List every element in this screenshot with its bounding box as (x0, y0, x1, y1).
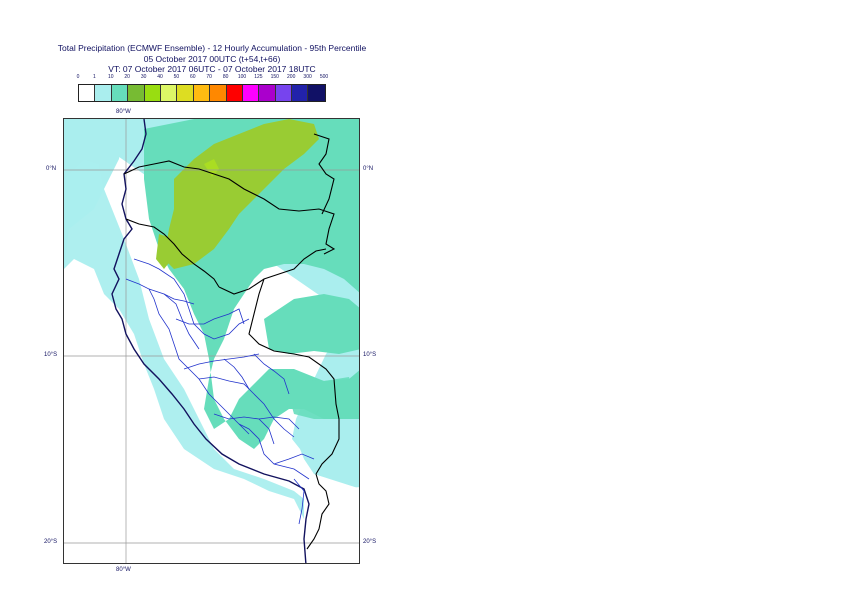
legend-swatch (177, 85, 194, 101)
legend-swatch (111, 85, 129, 101)
legend-tick-label: 300 (303, 74, 312, 80)
border-peru-bolivia (306, 473, 330, 550)
lat-label-20s-right: 20°S (363, 539, 377, 545)
map-panel (63, 118, 360, 564)
legend-swatch (144, 85, 161, 101)
legend-swatch (79, 85, 96, 101)
legend-tick-label: 500 (319, 74, 329, 80)
lat-label-20s-left: 20°S (44, 539, 58, 545)
dry-se-patch (309, 487, 359, 563)
legend-tick-label: 200 (287, 74, 296, 80)
legend-tick-label: 40 (157, 74, 163, 80)
legend-swatch (210, 85, 227, 101)
border-brazil-colombia (313, 133, 335, 215)
precip-medium-south (264, 294, 359, 354)
border-peru-colombia (218, 248, 327, 295)
border-ecuador-peru (125, 218, 220, 288)
legend-labels: 0 1 10 20 30 40 50 60 70 80 100 125 150 200 300 500 (70, 74, 360, 84)
precip-olive-west (156, 234, 174, 269)
lat-label-10s-left: 10°S (44, 352, 58, 358)
legend-swatch (128, 85, 145, 101)
border-ecuador-colombia (123, 160, 336, 255)
map-run-time: 05 October 2017 00UTC (t+54,t+66) (143, 54, 281, 64)
map-title: Total Precipitation (ECMWF Ensemble) - 1… (57, 43, 367, 53)
legend-swatch (292, 85, 309, 101)
border-peru-brazil (248, 278, 340, 475)
legend-tick-label: 10 (108, 74, 114, 80)
precip-medium-east (284, 377, 354, 419)
legend-tick-label: 60 (190, 74, 196, 80)
legend-tick-label: 1 (93, 74, 96, 80)
lat-label-0-left: 0°N (46, 166, 57, 172)
legend-tick-label: 30 (140, 74, 147, 80)
legend-swatch (308, 85, 325, 101)
lon-label-top: 80°W (116, 109, 131, 115)
legend-tick-label: 70 (206, 74, 212, 80)
legend-swatch (193, 85, 211, 101)
legend-swatch (226, 85, 243, 101)
precip-olive-north (164, 119, 319, 269)
map-valid-time: VT: 07 October 2017 06UTC - 07 October 2… (108, 64, 316, 74)
legend-tick-label: 20 (124, 74, 130, 80)
map-svg (64, 119, 359, 563)
legend-colorbar (78, 84, 326, 102)
lat-label-10s-right: 10°S (363, 352, 377, 358)
precip-bright-spot (204, 159, 219, 177)
legend-swatch (160, 85, 178, 101)
legend-tick-label: 0 (76, 74, 80, 80)
lon-label-bottom: 80°W (116, 567, 131, 573)
legend-swatch (95, 85, 112, 101)
legend-tick-label: 100 (237, 74, 247, 80)
legend-swatch (259, 85, 276, 101)
legend-swatch (242, 85, 260, 101)
legend-tick-label: 150 (270, 74, 279, 80)
coastline (111, 119, 310, 563)
legend-tick-label: 50 (173, 74, 180, 80)
admin-boundaries (125, 258, 315, 525)
lat-label-0-right: 0°N (363, 166, 374, 172)
legend-tick-label: 125 (254, 74, 263, 80)
legend-swatch (275, 85, 293, 101)
legend-tick-label: 80 (222, 74, 229, 80)
dry-sea-patch (64, 259, 304, 563)
